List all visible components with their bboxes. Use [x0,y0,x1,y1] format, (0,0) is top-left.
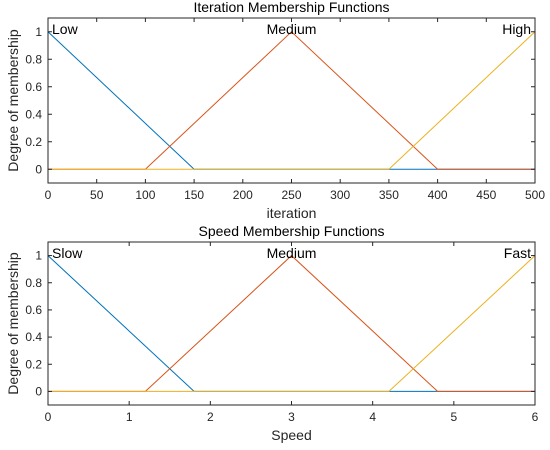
x-tick-label: 250 [281,188,301,202]
chart-title: Speed Membership Functions [199,223,385,239]
chart-title: Iteration Membership Functions [193,0,389,15]
x-tick-label: 2 [207,410,214,424]
x-tick-label: 4 [369,410,376,424]
y-tick-label: 0 [35,384,42,398]
x-tick-label: 3 [288,410,295,424]
x-tick-label: 450 [476,188,496,202]
series-line-high [48,31,536,170]
mf-label-high: High [502,21,531,37]
mf-label-medium: Medium [267,21,317,37]
y-axis-label: Degree of membership [5,252,21,395]
x-axis-label: Speed [271,427,311,443]
x-tick-label: 400 [428,188,448,202]
series-line-fast [48,255,536,392]
y-tick-label: 0.2 [25,135,42,149]
y-tick-label: 0.6 [25,303,42,317]
x-tick-label: 100 [135,188,155,202]
mf-label-slow: Slow [52,245,83,261]
mf-label-medium: Medium [267,245,317,261]
y-tick-label: 0.2 [25,357,42,371]
mf-label-fast: Fast [504,245,531,261]
y-tick-label: 0.8 [25,276,42,290]
x-tick-label: 200 [233,188,253,202]
mf-label-low: Low [52,21,79,37]
x-axis-label: iteration [267,205,317,221]
y-tick-label: 0.6 [25,80,42,94]
y-axis-label: Degree of membership [5,29,21,172]
x-tick-label: 50 [90,188,104,202]
x-tick-label: 6 [532,410,539,424]
x-tick-label: 300 [330,188,350,202]
y-tick-label: 1 [35,25,42,39]
x-tick-label: 0 [45,410,52,424]
y-tick-label: 0.4 [25,107,42,121]
chart-panel-1: Iteration Membership Functions 0 50 100 150 2… [5,0,545,221]
y-tick-label: 0.8 [25,52,42,66]
x-tick-label: 500 [525,188,545,202]
x-tick-label: 5 [450,410,457,424]
chart-panel-2: Speed Membership Functions 0 1 2 3 4 5 6 0 0.2 0.4… [5,223,539,443]
y-tick-label: 0.4 [25,330,42,344]
x-tick-label: 150 [184,188,204,202]
x-tick-label: 0 [45,188,52,202]
y-tick-label: 1 [35,249,42,263]
y-tick-label: 0 [35,162,42,176]
x-tick-label: 350 [379,188,399,202]
x-tick-label: 1 [126,410,133,424]
